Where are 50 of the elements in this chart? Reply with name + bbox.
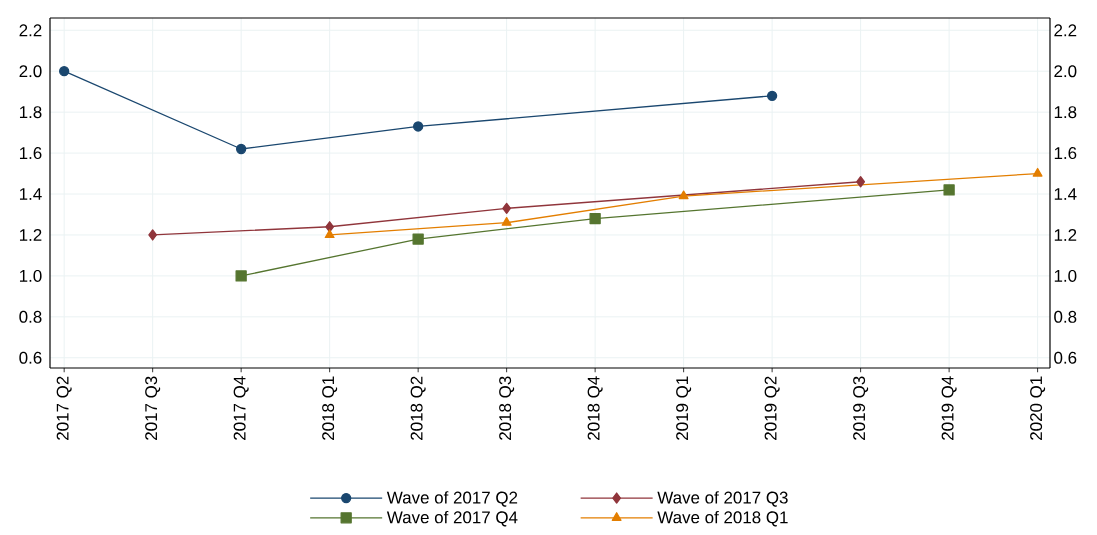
y-tick-label: 1.6 xyxy=(19,147,42,160)
point xyxy=(235,270,247,282)
y2-tick-label: 1.8 xyxy=(1054,106,1077,119)
point xyxy=(856,176,866,188)
x-tick-label: 2019 Q1 xyxy=(676,376,692,440)
x-tick-label: 2018 Q4 xyxy=(587,376,603,440)
y2-tick-label: 0.6 xyxy=(1054,351,1077,364)
y-tick-label: 1.8 xyxy=(19,106,42,119)
y-tick-label: 1.2 xyxy=(19,229,42,241)
point xyxy=(148,229,158,241)
x-tick-label: 2017 Q3 xyxy=(145,376,161,440)
point xyxy=(766,90,778,101)
point xyxy=(324,229,335,239)
y-tick-label: 2.2 xyxy=(19,24,42,37)
y2-tick-label: 2.2 xyxy=(1054,24,1077,37)
legend-label: Wave of 2017 Q2 xyxy=(386,491,518,507)
x-tick-label: 2018 Q1 xyxy=(322,376,338,440)
point xyxy=(501,217,512,226)
y-tick-label: 0.8 xyxy=(19,310,42,323)
y2-tick-label: 2.0 xyxy=(1054,65,1077,78)
point xyxy=(502,202,512,214)
y-tick-label: 1.0 xyxy=(19,269,42,282)
legend-label: Wave of 2017 Q3 xyxy=(657,491,788,507)
point xyxy=(236,143,247,155)
x-tick-label: 2019 Q2 xyxy=(764,376,780,440)
y-tick-label: 2.0 xyxy=(19,65,42,78)
y-tick-label: 1.4 xyxy=(19,188,42,200)
y2-tick-label: 1.2 xyxy=(1054,229,1077,241)
x-tick-label: 2018 Q2 xyxy=(410,376,426,440)
point xyxy=(678,190,689,200)
x-tick-label: 2017 Q4 xyxy=(233,376,249,440)
x-tick-label: 2018 Q3 xyxy=(499,376,515,440)
y2-tick-label: 1.0 xyxy=(1054,269,1077,282)
x-tick-label: 2019 Q3 xyxy=(853,376,869,440)
x-tick-label: 2017 Q2 xyxy=(56,376,72,440)
y2-tick-label: 0.8 xyxy=(1054,310,1077,323)
x-tick-label: 2020 Q1 xyxy=(1030,376,1046,440)
point xyxy=(412,121,424,132)
point xyxy=(1032,167,1043,177)
y2-tick-label: 1.6 xyxy=(1054,147,1077,160)
point xyxy=(589,212,601,225)
y2-tick-label: 1.4 xyxy=(1054,188,1077,200)
point xyxy=(412,233,424,245)
legend-label: Wave of 2018 Q1 xyxy=(657,510,788,527)
point xyxy=(943,184,955,196)
y-tick-label: 0.6 xyxy=(19,351,42,364)
point xyxy=(325,221,335,233)
x-tick-label: 2019 Q4 xyxy=(941,376,957,440)
point xyxy=(59,66,70,77)
legend-label: Wave of 2017 Q4 xyxy=(386,510,518,527)
